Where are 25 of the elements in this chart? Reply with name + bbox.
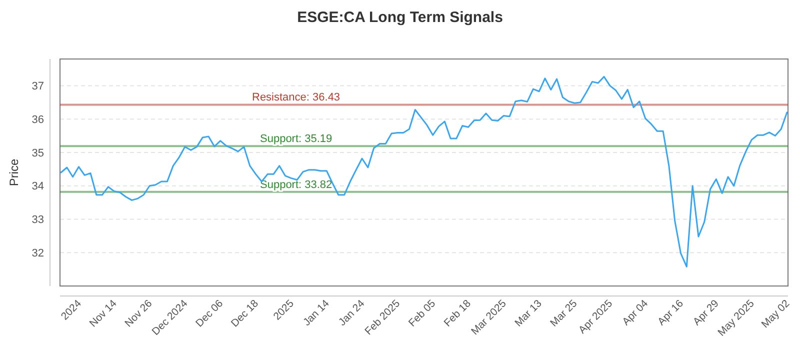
y-tick-label: 35 xyxy=(32,147,44,160)
x-tick-label: Mar 13 xyxy=(512,298,544,330)
x-tick-label: Feb 05 xyxy=(406,298,438,330)
y-tick-label: 34 xyxy=(32,180,44,193)
x-tick-label: Feb 18 xyxy=(442,298,474,330)
line-series xyxy=(60,76,788,268)
x-tick-label: May 02 xyxy=(759,298,792,330)
x-tick-label: Apr 29 xyxy=(690,298,722,328)
y-axis-title: Price xyxy=(7,158,21,186)
y-tick-label: 32 xyxy=(32,247,44,260)
ref-line-label: Support: 35.19 xyxy=(260,133,332,146)
chart-title: ESGE:CA Long Term Signals xyxy=(297,9,503,26)
y-tick-label: 33 xyxy=(32,214,44,226)
x-tick-label: Apr 04 xyxy=(620,298,651,328)
x-tick-label: Jan 14 xyxy=(300,298,332,328)
y-tick-label: 36 xyxy=(32,114,44,126)
ref-line-label: Resistance: 36.43 xyxy=(252,92,340,104)
y-tick-label: 37 xyxy=(32,80,44,93)
x-tick-label: Jan 24 xyxy=(336,298,368,328)
x-tick-label: Nov 14 xyxy=(87,298,120,330)
ref-line-label: Support: 33.82 xyxy=(260,178,332,191)
x-tick-label: Dec 18 xyxy=(228,298,262,330)
x-tick-label: Apr 16 xyxy=(656,298,686,328)
x-tick-label: Mar 25 xyxy=(548,298,580,330)
x-tick-label: Dec 06 xyxy=(193,298,226,330)
